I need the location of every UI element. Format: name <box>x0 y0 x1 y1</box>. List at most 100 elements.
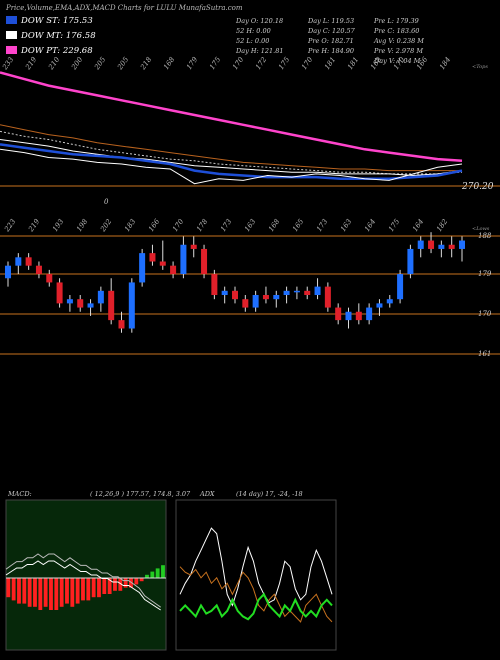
price-panel: 188 179 170 161 223 219 193 198 202 183 166 170 178 1… <box>0 217 500 358</box>
macd-histogram-bar <box>161 565 165 578</box>
ema-top-tick: 233 <box>1 55 16 72</box>
dow-mt: DOW MT: 176.58 <box>6 31 96 41</box>
ema-top-tick: 175 <box>208 55 223 71</box>
price-top-tick: 168 <box>267 217 282 233</box>
candle-body <box>180 244 187 275</box>
dow-mt-swatch <box>6 31 17 39</box>
macd-histogram-bar <box>155 568 160 578</box>
candle-body <box>438 244 445 249</box>
ema-top-tick: 218 <box>139 55 154 72</box>
candle-body <box>159 261 166 266</box>
macd-line <box>5 560 161 611</box>
macd-histogram-bar <box>11 578 16 601</box>
price-top-tick: 223 <box>3 217 18 234</box>
macd-histogram-bar <box>81 578 85 601</box>
price-top-tick: 166 <box>147 217 162 233</box>
candle-body <box>87 303 94 308</box>
stat-52-l: 52 L: 0.00 <box>236 37 270 45</box>
candle-body <box>201 248 208 275</box>
candle-body <box>345 311 352 321</box>
candle-body <box>46 274 53 283</box>
price-top-tick: 175 <box>387 217 402 233</box>
price-y-label: 188 <box>478 232 492 240</box>
price-top-tick: 165 <box>291 217 306 233</box>
candle-body <box>304 290 311 295</box>
ema-top-tick: 170 <box>300 55 315 71</box>
stat-day-l: Day L: 119.53 <box>308 17 355 25</box>
candle-body <box>242 299 249 308</box>
stat-pre-h: Pre H: 184.90 <box>308 47 355 55</box>
ema-panel: 270.20 233 219 210 200 205 205 218 168 179 175 170 1… <box>0 55 500 206</box>
macd-histogram-bar <box>150 571 155 578</box>
price-top-tick: 183 <box>123 217 138 233</box>
candle-body <box>25 257 32 266</box>
macd-histogram-bar <box>102 578 107 594</box>
price-corner-label: <Lows <box>472 226 490 232</box>
macd-histogram-bar <box>86 578 91 601</box>
stat-52-h: 52 H: 0.00 <box>236 27 271 35</box>
price-top-tick: 163 <box>243 217 258 233</box>
macd-histogram-bar <box>38 578 43 610</box>
macd-histogram-bar <box>139 578 144 582</box>
price-top-tick: 163 <box>339 217 354 233</box>
candle-body <box>77 299 84 308</box>
price-top-tick: 178 <box>195 217 210 233</box>
stat-pre-v: Pre V: 2.978 M <box>374 47 424 55</box>
candle-body <box>5 265 11 279</box>
candle-body <box>108 290 115 321</box>
adx-series-line <box>179 527 333 607</box>
macd-histogram-bar <box>134 578 139 585</box>
candle-body <box>376 303 383 308</box>
adx-series-line <box>179 592 333 621</box>
macd-histogram-bar <box>91 578 96 598</box>
header-site: MunafaSutra.com <box>178 4 243 12</box>
candle-body <box>66 299 73 304</box>
macd-histogram-bar <box>118 578 123 591</box>
candle-body <box>170 265 177 275</box>
macd-histogram-bar <box>75 578 80 604</box>
macd-histogram-bar <box>54 578 59 610</box>
macd-histogram-bar <box>107 578 112 594</box>
macd-histogram-bar <box>97 578 101 598</box>
ema-corner-label: <Tops <box>472 64 488 70</box>
ema-top-tick: 175 <box>277 55 292 71</box>
stat-pre-c: Pre C: 183.60 <box>374 27 420 35</box>
adx-panel <box>175 499 337 651</box>
ema-series-line <box>0 139 463 177</box>
dow-pt-swatch <box>6 46 17 54</box>
stat-day-o: Day O: 120.18 <box>236 17 284 25</box>
candle-body <box>56 282 63 304</box>
dow-mt-label: DOW MT: <box>21 31 64 41</box>
ema-series-line <box>0 148 463 185</box>
ema-top-tick: 219 <box>24 55 39 72</box>
price-top-tick: 182 <box>435 217 450 233</box>
candle-body <box>386 299 393 304</box>
ema-series-line <box>0 71 463 163</box>
dow-pt-label: DOW PT: <box>21 46 61 56</box>
price-y-label: 170 <box>478 310 492 318</box>
price-top-tick: 173 <box>315 217 330 233</box>
candle-body <box>97 290 104 304</box>
adx-params: (14 day) 17, -24, -18 <box>236 490 303 498</box>
ema-top-tick: 170 <box>392 55 407 71</box>
price-y-label: 179 <box>478 270 492 278</box>
price-top-tick: 219 <box>27 217 42 234</box>
stat-avg-v: Avg V: 0.238 M <box>374 37 424 45</box>
stat-pre-o: Pre O: 182.71 <box>308 37 354 45</box>
ema-top-tick: 168 <box>162 55 177 71</box>
ema-reference-label: 270.20 <box>461 182 494 192</box>
ema-series-line <box>0 143 463 181</box>
macd-histogram-bar <box>65 578 69 604</box>
ema-top-tick: 170 <box>231 55 246 71</box>
candle-body <box>293 290 300 293</box>
candle-body <box>283 290 290 295</box>
candle-body <box>324 286 331 308</box>
dow-st-value: 175.53 <box>62 16 93 26</box>
ema-top-tick: 205 <box>93 55 108 72</box>
candle-body <box>252 295 259 308</box>
candle-body <box>314 286 321 295</box>
candle-body <box>448 244 455 249</box>
macd-header: MACD: <box>8 490 32 498</box>
adx-label: ADX <box>200 490 215 498</box>
candle-body <box>262 295 269 300</box>
